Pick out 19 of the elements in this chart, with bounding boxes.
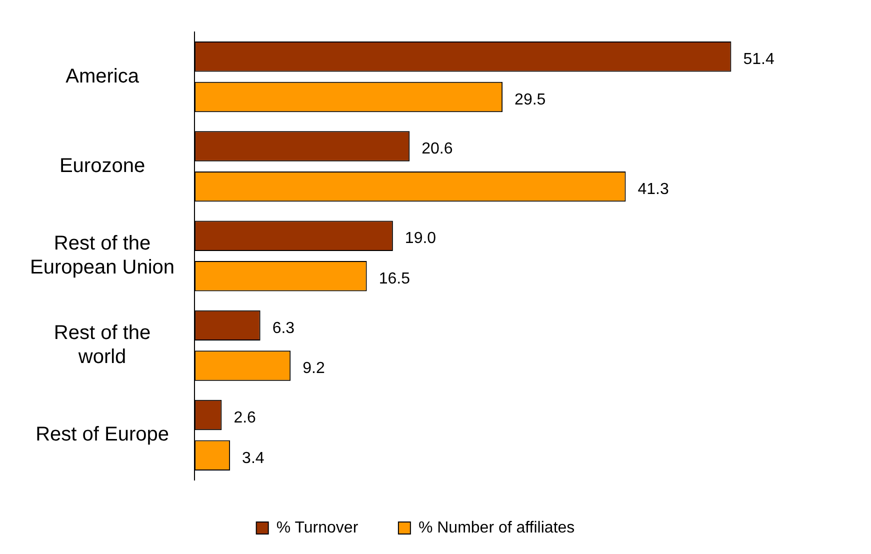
data-label: 41.3 [638,180,669,198]
data-label: 16.5 [378,270,410,288]
data-label: 9.2 [302,360,325,378]
data-label: 6.3 [272,320,295,337]
category-label: European Union [30,256,175,279]
category-label: Rest of the [54,322,151,344]
legend-label: % Number of affiliates [418,519,575,536]
category-label: Eurozone [59,154,146,177]
data-label: 29.5 [514,91,546,108]
category-label: Rest of Europe [36,424,169,446]
data-label: 2.6 [234,409,256,426]
category-label: Rest of the [54,232,151,255]
data-label: 51.4 [743,51,774,68]
data-label: 19.0 [404,230,436,248]
category-label: world [78,346,126,368]
category-label: America [66,65,139,88]
legend-label: % Turnover [276,519,359,536]
data-label: 20.6 [422,140,453,158]
data-label: 3.4 [242,450,264,467]
